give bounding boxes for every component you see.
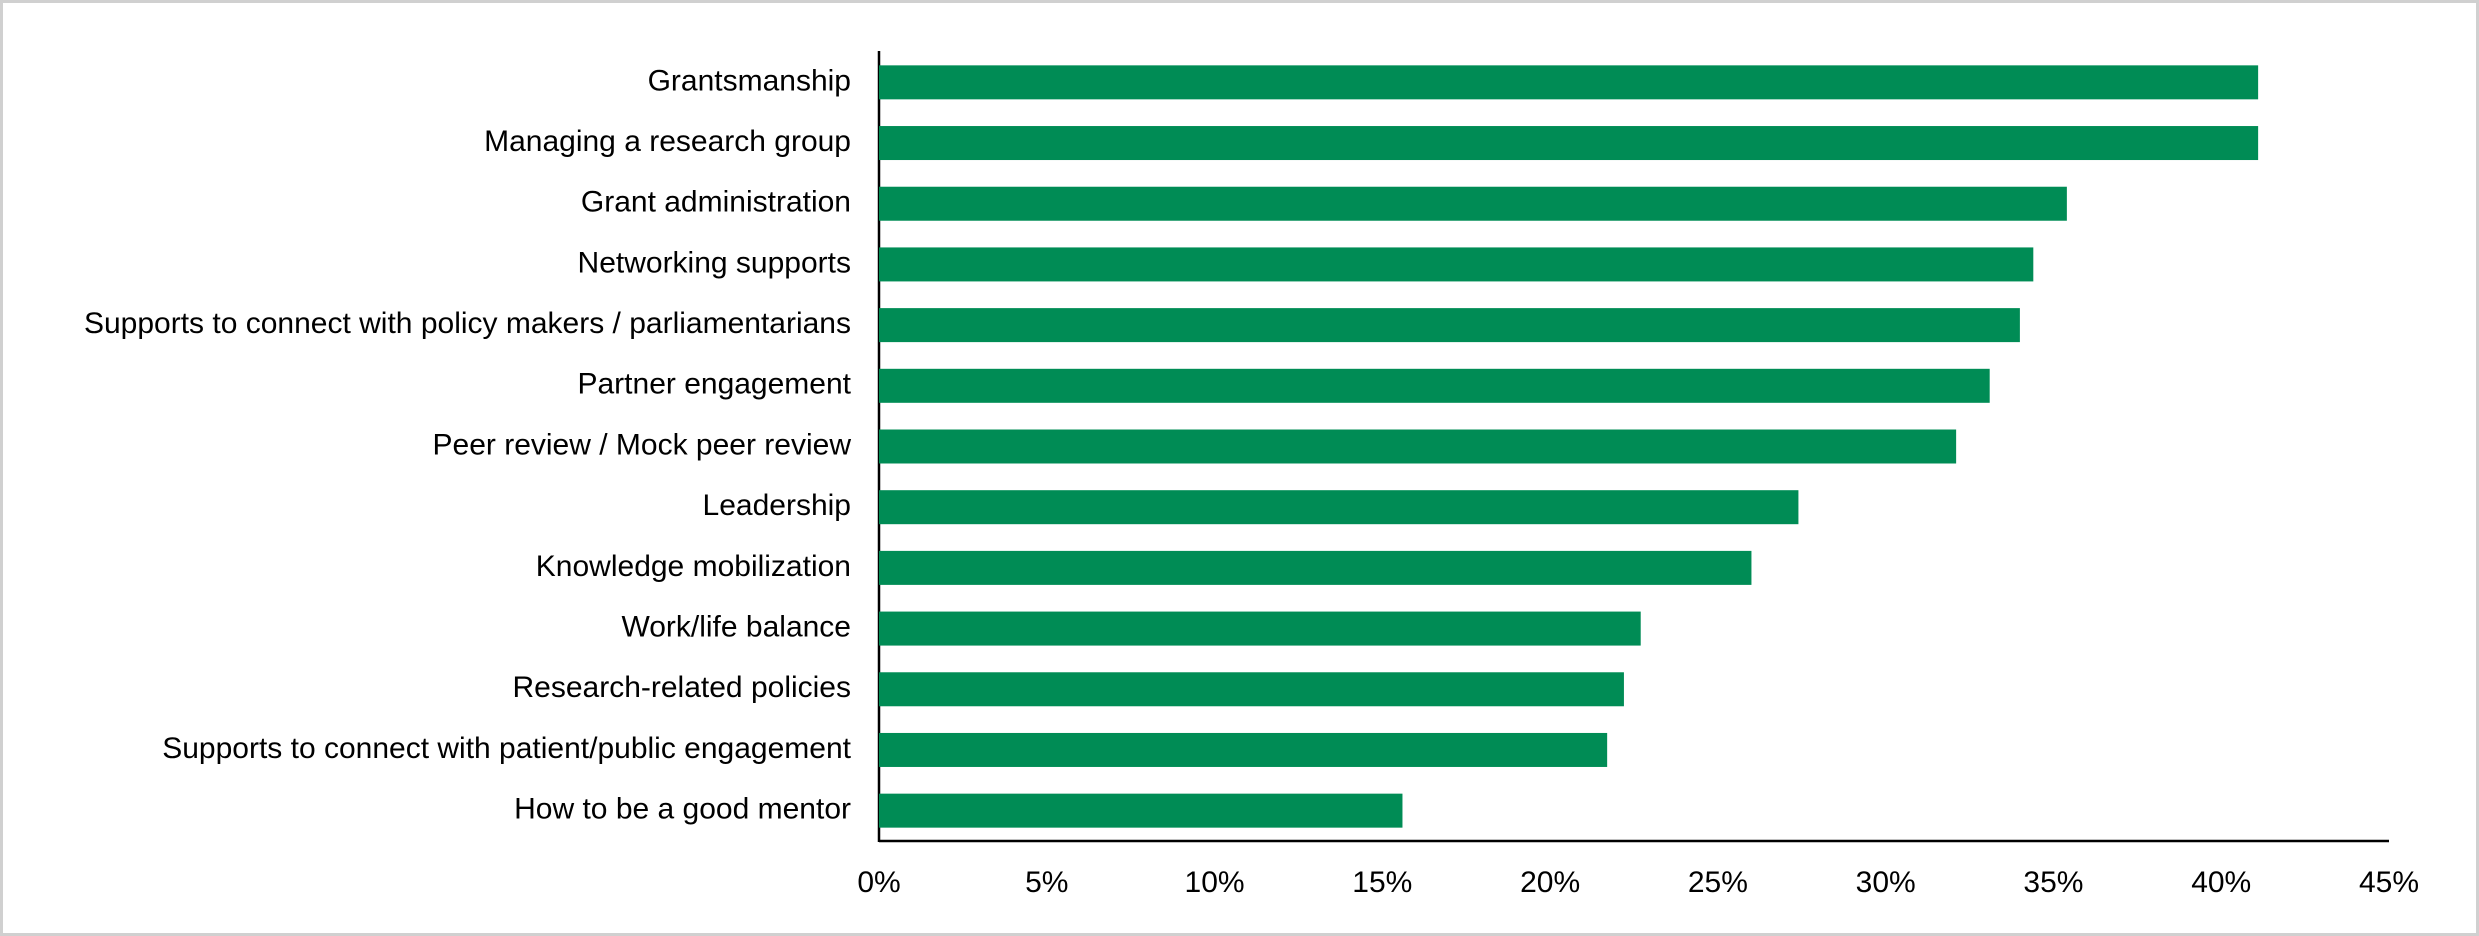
bar [879, 672, 1624, 707]
x-tick-label: 30% [1856, 866, 1916, 899]
bar [879, 308, 2020, 343]
bar [879, 793, 1403, 828]
x-tick-label: 45% [2359, 866, 2419, 899]
bar [879, 65, 2259, 100]
x-tick-label: 5% [1025, 866, 1068, 899]
y-tick-label: Research-related policies [513, 671, 852, 704]
y-tick-label: Leadership [703, 489, 851, 522]
y-tick-label: How to be a good mentor [514, 793, 851, 826]
x-tick-label: 10% [1185, 866, 1245, 899]
x-tick-label: 40% [2191, 866, 2251, 899]
y-tick-label: Supports to connect with policy makers /… [84, 307, 851, 340]
bar [879, 186, 2067, 221]
bar [879, 490, 1799, 525]
y-tick-label: Work/life balance [621, 610, 851, 643]
bar [879, 429, 1957, 464]
y-tick-label: Partner engagement [577, 368, 851, 401]
x-tick-label: 20% [1520, 866, 1580, 899]
bar [879, 732, 1608, 767]
bar [879, 550, 1752, 585]
x-tick-label: 35% [2023, 866, 2083, 899]
bar [879, 126, 2259, 161]
y-tick-label: Grant administration [581, 186, 851, 219]
y-tick-label: Knowledge mobilization [536, 550, 851, 583]
y-tick-label: Peer review / Mock peer review [433, 428, 852, 461]
bar [879, 368, 1990, 403]
x-tick-label: 25% [1688, 866, 1748, 899]
y-tick-label: Networking supports [578, 246, 851, 279]
y-tick-label: Grantsmanship [648, 64, 851, 97]
y-tick-label: Supports to connect with patient/public … [162, 732, 851, 765]
x-tick-label: 15% [1352, 866, 1412, 899]
bar [879, 247, 2034, 282]
bar [879, 611, 1641, 646]
y-tick-label: Managing a research group [484, 125, 851, 158]
x-tick-label: 0% [857, 866, 900, 899]
